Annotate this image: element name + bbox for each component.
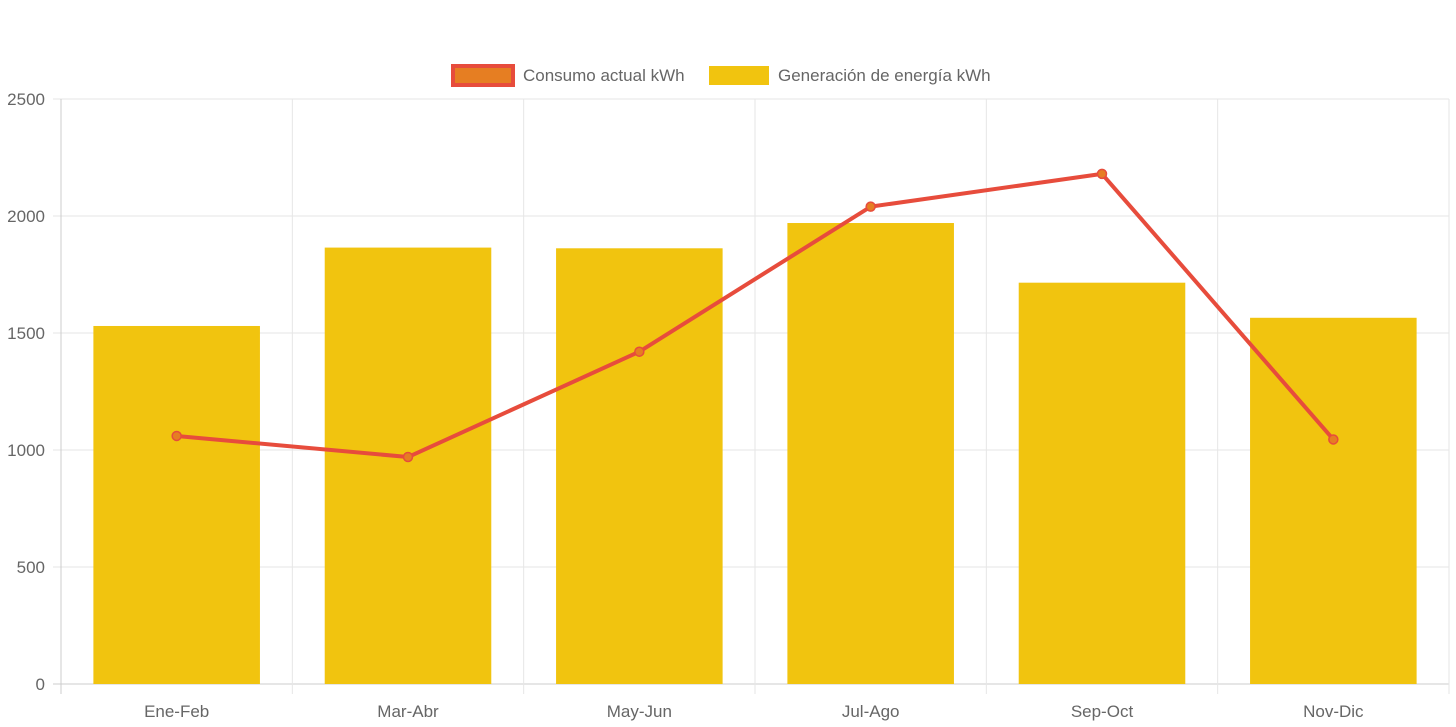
y-tick-label: 1500	[7, 324, 45, 343]
bar-generacion[interactable]	[556, 248, 723, 685]
x-tick-label: Mar-Abr	[377, 702, 439, 721]
line-consumo	[176, 171, 1335, 460]
y-axis: 0 500 1000 1500 2000 2500	[7, 90, 45, 694]
point-consumo[interactable]	[1328, 434, 1339, 445]
legend-swatch-generacion	[709, 66, 769, 85]
y-tick-label: 500	[17, 558, 45, 577]
bar-series	[93, 223, 1417, 685]
x-tick-label: Sep-Oct	[1071, 702, 1134, 721]
legend-swatch-consumo	[451, 64, 515, 87]
bar-generacion[interactable]	[1250, 317, 1417, 684]
legend-label-consumo: Consumo actual kWh	[523, 66, 685, 85]
x-tick-label: Jul-Ago	[842, 702, 900, 721]
chart-legend: Consumo actual kWh Generación de energía…	[451, 64, 991, 87]
legend-label-generacion: Generación de energía kWh	[778, 66, 991, 85]
chart-grid	[53, 98, 1450, 694]
x-axis: Ene-Feb Mar-Abr May-Jun Jul-Ago Sep-Oct Nov-D…	[144, 702, 1364, 721]
point-consumo[interactable]	[402, 451, 414, 463]
point-consumo[interactable]	[634, 346, 645, 357]
bar-generacion[interactable]	[324, 247, 492, 684]
bar-generacion[interactable]	[787, 223, 954, 684]
x-tick-label: Nov-Dic	[1303, 702, 1364, 721]
point-consumo[interactable]	[1096, 168, 1108, 180]
x-tick-label: Ene-Feb	[144, 702, 209, 721]
y-tick-label: 0	[36, 675, 45, 694]
point-consumo[interactable]	[171, 430, 182, 442]
point-consumo[interactable]	[865, 201, 876, 212]
bar-generacion[interactable]	[93, 325, 260, 684]
bar-generacion[interactable]	[1018, 282, 1186, 684]
legend-item-generacion[interactable]: Generación de energía kWh	[709, 66, 991, 85]
x-tick-label: May-Jun	[607, 702, 672, 721]
y-tick-label: 2500	[7, 90, 45, 109]
legend-item-consumo[interactable]: Consumo actual kWh	[451, 64, 685, 87]
y-tick-label: 2000	[7, 207, 45, 226]
line-series	[171, 168, 1339, 463]
y-tick-label: 1000	[7, 441, 45, 460]
